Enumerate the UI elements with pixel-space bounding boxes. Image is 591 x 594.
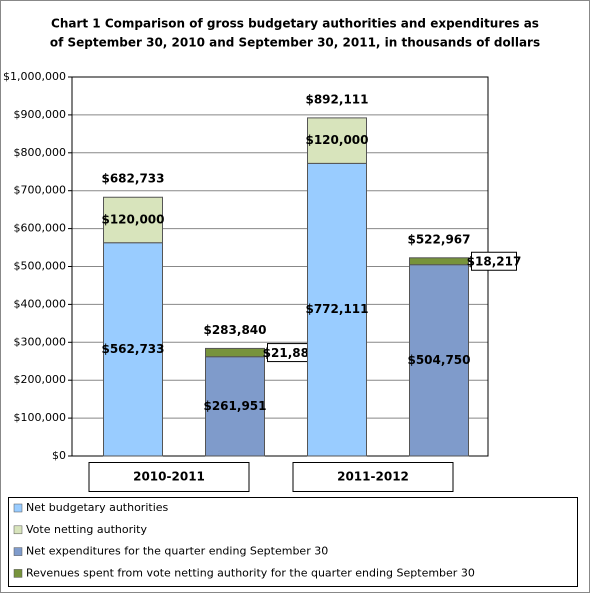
y-tick-label: $300,000 <box>14 335 67 348</box>
legend-box <box>8 497 578 587</box>
total-label: $682,733 <box>101 172 164 186</box>
group-label-box <box>88 462 250 492</box>
data-label: $120,000 <box>305 133 368 147</box>
data-label: $562,733 <box>101 342 164 356</box>
total-label: $283,840 <box>203 323 266 337</box>
data-label-box <box>471 251 517 271</box>
data-label: $772,111 <box>305 302 368 316</box>
data-label: $504,750 <box>407 353 470 367</box>
x-group-label: 2010-2011 <box>133 470 205 484</box>
bar-segment <box>307 162 367 457</box>
data-label: $21,889 <box>263 346 318 360</box>
y-tick-label: $200,000 <box>14 373 67 386</box>
y-tick-label: $0 <box>52 449 66 462</box>
bar-segment <box>205 356 265 457</box>
y-tick-label: $600,000 <box>14 222 67 235</box>
y-tick-label: $800,000 <box>14 146 67 159</box>
group-label-box <box>292 462 454 492</box>
bar-segment <box>103 196 163 244</box>
bar-segment <box>307 117 367 164</box>
data-label: $120,000 <box>101 212 164 226</box>
y-tick-label: $100,000 <box>14 411 67 424</box>
y-tick-label: $500,000 <box>14 260 67 273</box>
chart-title: of September 30, 2010 and September 30, … <box>50 36 540 50</box>
legend-label: Revenues spent from vote netting authori… <box>26 566 475 579</box>
chart-title: Chart 1 Comparison of gross budgetary au… <box>51 17 539 31</box>
data-label: $261,951 <box>203 399 266 413</box>
y-tick-label: $900,000 <box>14 108 67 121</box>
legend-label: Net budgetary authorities <box>26 501 169 514</box>
total-label: $522,967 <box>407 232 470 246</box>
data-label: $18,217 <box>467 255 522 269</box>
legend-swatch <box>13 569 23 578</box>
bar-segment <box>409 264 469 457</box>
legend-swatch <box>13 525 23 535</box>
legend-swatch <box>13 503 23 513</box>
y-tick-label: $1,000,000 <box>3 70 66 83</box>
x-group-label: 2011-2012 <box>337 470 409 484</box>
y-tick-label: $400,000 <box>14 297 67 310</box>
legend-label: Net expenditures for the quarter ending … <box>26 545 328 558</box>
total-label: $892,111 <box>305 92 368 106</box>
bar-segment <box>205 347 265 358</box>
legend-swatch <box>13 547 23 556</box>
legend-label: Vote netting authority <box>26 523 147 536</box>
bar-segment <box>409 257 469 266</box>
y-tick-label: $700,000 <box>14 184 67 197</box>
